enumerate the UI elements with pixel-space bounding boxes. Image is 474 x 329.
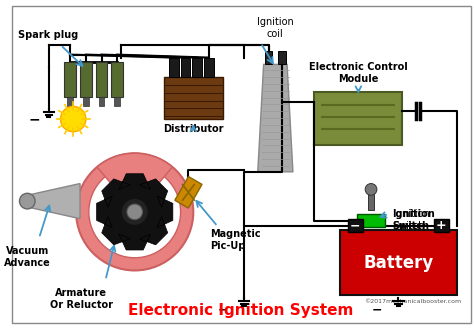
Bar [99,97,104,106]
Circle shape [76,153,193,270]
Bar [64,63,76,97]
Bar [347,219,363,232]
Text: −: − [372,304,382,317]
Text: +: + [436,219,447,232]
Text: −: − [28,112,40,126]
Text: Ignition
Switch: Ignition Switch [392,209,435,231]
Text: Vacuum
Advance: Vacuum Advance [4,246,51,268]
Text: ©2017mechanicalbooster.com: ©2017mechanicalbooster.com [364,299,461,304]
Bar [169,58,179,77]
Polygon shape [97,174,173,250]
Bar [278,51,286,64]
Circle shape [19,193,35,209]
Text: Armature
Or Reluctor: Armature Or Reluctor [49,288,112,310]
Polygon shape [258,64,293,172]
Bar [181,58,191,77]
Bar [368,192,374,210]
Bar [314,92,402,145]
Polygon shape [175,177,202,208]
Text: Battery: Battery [363,254,434,272]
Text: Ignition
coil: Ignition coil [257,17,294,39]
Circle shape [365,184,377,195]
Wedge shape [97,153,173,212]
Bar [114,97,120,106]
Bar [192,58,202,77]
Bar [264,51,273,64]
Bar [80,63,92,97]
Text: −: − [350,219,361,232]
Bar [204,58,214,77]
Bar [164,77,223,119]
Text: Electronic Control
Module: Electronic Control Module [309,62,408,84]
Text: Magnetic
Pic-Up: Magnetic Pic-Up [210,229,261,251]
Circle shape [61,106,86,132]
Text: Distributor: Distributor [163,124,224,134]
Circle shape [127,204,143,220]
Bar [96,63,108,97]
Polygon shape [27,184,80,219]
Circle shape [121,198,148,226]
Text: Electronic Ignition System: Electronic Ignition System [128,303,354,318]
Circle shape [89,166,181,258]
Text: Ignition
Switch: Ignition Switch [392,209,429,231]
Text: Spark plug: Spark plug [18,30,78,40]
Bar [357,214,385,227]
Bar [340,230,457,295]
Text: −: − [218,304,228,317]
Bar [83,97,89,106]
Bar [434,219,449,232]
Bar [67,97,73,106]
Bar [111,63,123,97]
